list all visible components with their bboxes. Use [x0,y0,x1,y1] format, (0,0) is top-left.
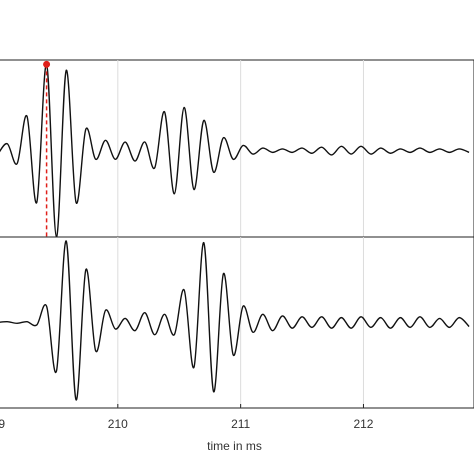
x-tick-label: 211 [231,417,250,431]
x-axis-label: time in ms [207,439,262,453]
plot-area [0,59,474,238]
waveform [0,240,470,401]
peak-marker [43,60,51,68]
x-tick-label: 209 [0,417,5,431]
waveform [0,63,470,238]
x-tick-label: 210 [108,417,128,431]
x-tick-label: 212 [353,417,373,431]
